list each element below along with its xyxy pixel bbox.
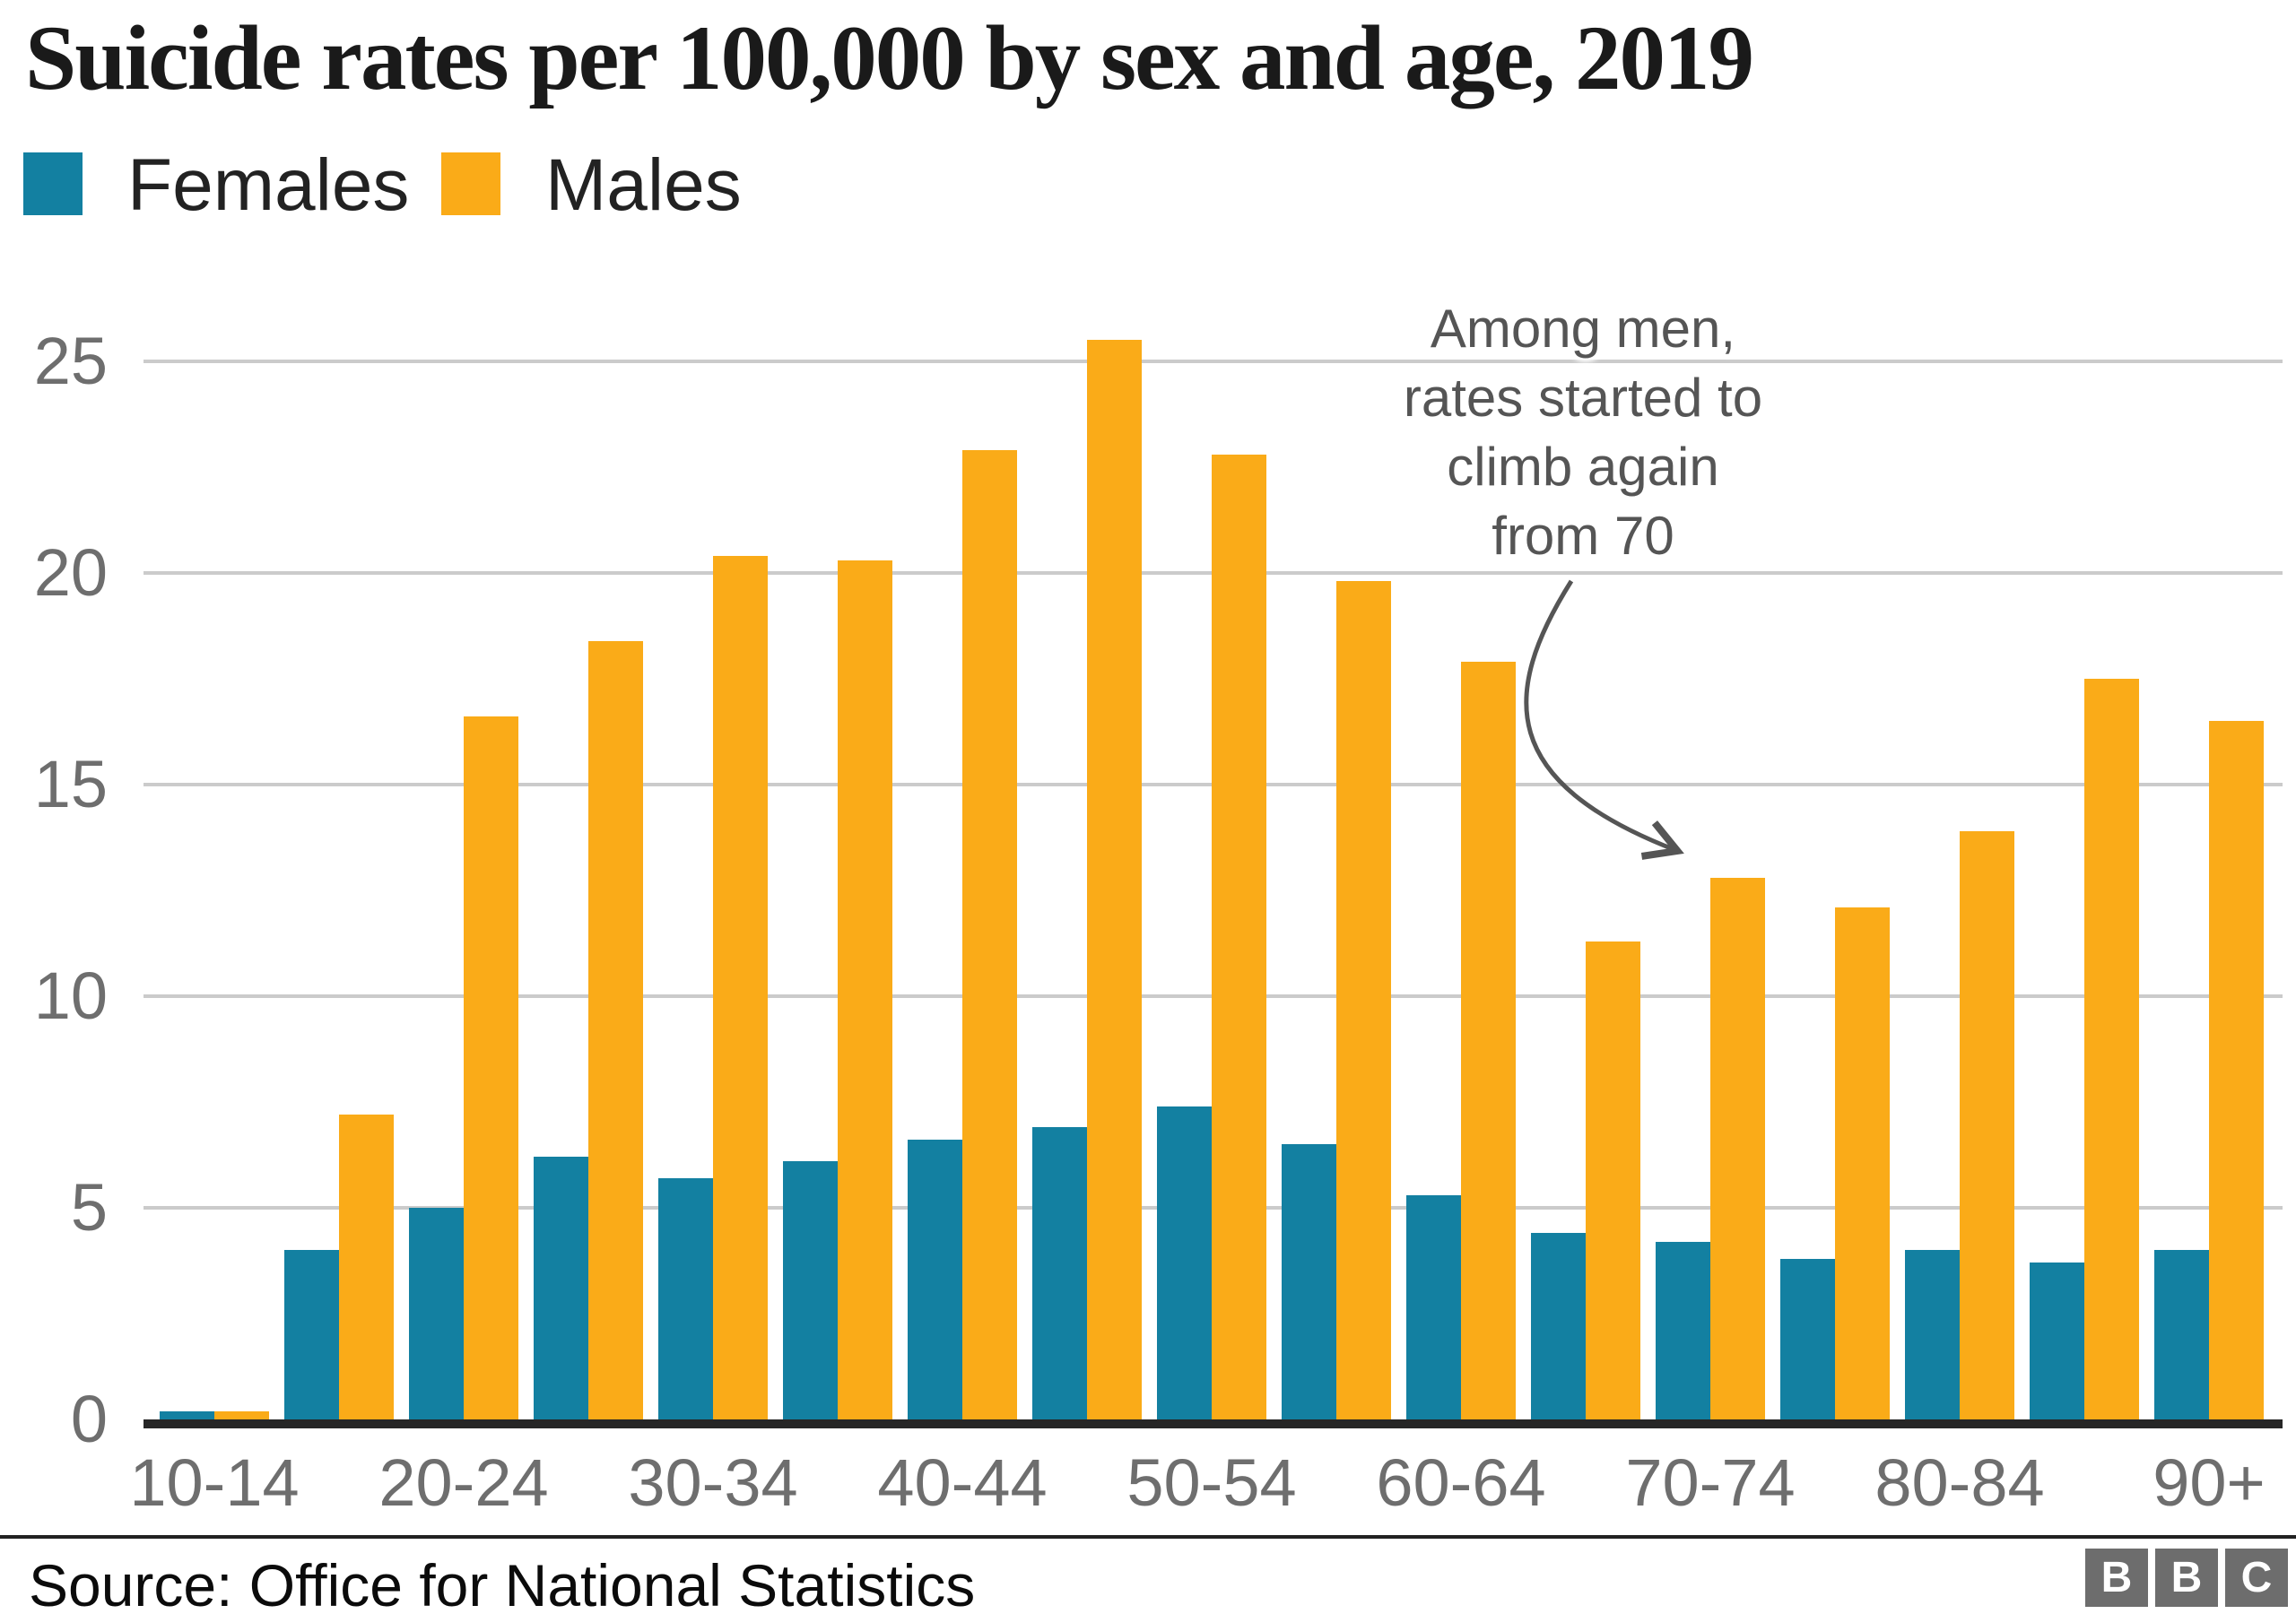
- bar-males-10-14: [214, 1411, 269, 1419]
- legend-label-males: Males: [545, 144, 742, 226]
- x-axis-line: [144, 1419, 2283, 1428]
- bar-males-85-89: [2084, 679, 2139, 1419]
- bar-females-50-54: [1157, 1106, 1212, 1419]
- bar-females-30-34: [658, 1178, 713, 1419]
- bar-males-90+: [2209, 721, 2264, 1419]
- annotation-text: Among men, rates started to climb again fro…: [1215, 294, 1951, 570]
- bar-males-30-34: [713, 556, 768, 1419]
- x-tick-label-30-34: 30-34: [628, 1445, 798, 1520]
- bar-males-15-19: [339, 1115, 394, 1419]
- bar-females-25-29: [534, 1157, 588, 1419]
- annotation-arrow-path: [1524, 579, 1684, 860]
- source-credit: Source: Office for National Statistics: [29, 1552, 976, 1614]
- annotation-line-4: from 70: [1492, 506, 1674, 566]
- annotation-line-1: Among men,: [1430, 299, 1736, 359]
- bar-males-75-79: [1835, 907, 1890, 1419]
- bar-males-40-44: [962, 450, 1017, 1419]
- x-tick-label-90+: 90+: [2152, 1445, 2266, 1520]
- footer-divider: [0, 1535, 2296, 1539]
- bar-females-80-84: [1905, 1250, 1960, 1419]
- legend-swatch-females: [23, 152, 83, 215]
- y-tick-label-25: 25: [33, 324, 108, 398]
- x-tick-label-20-24: 20-24: [378, 1445, 549, 1520]
- annotation-line-3: climb again: [1447, 437, 1719, 497]
- bar-males-35-39: [838, 560, 892, 1419]
- bar-females-65-69: [1531, 1233, 1586, 1419]
- bar-females-60-64: [1406, 1195, 1461, 1419]
- bar-females-10-14: [160, 1411, 214, 1419]
- bar-females-55-59: [1282, 1144, 1336, 1419]
- y-tick-label-15: 15: [33, 747, 108, 821]
- bar-females-35-39: [783, 1161, 838, 1419]
- x-tick-label-60-64: 60-64: [1376, 1445, 1546, 1520]
- bar-males-55-59: [1336, 581, 1391, 1419]
- bar-females-20-24: [409, 1208, 464, 1419]
- bbc-logo-block-1: B: [2085, 1549, 2148, 1607]
- bar-females-90+: [2154, 1250, 2209, 1419]
- bar-males-25-29: [588, 641, 643, 1419]
- y-tick-label-10: 10: [33, 959, 108, 1033]
- bar-females-45-49: [1032, 1127, 1087, 1419]
- x-tick-label-80-84: 80-84: [1874, 1445, 2045, 1520]
- bar-males-70-74: [1710, 878, 1765, 1419]
- bar-females-75-79: [1780, 1259, 1835, 1419]
- bar-males-80-84: [1960, 831, 2014, 1419]
- legend-label-females: Females: [127, 144, 410, 226]
- gridline-25: [144, 360, 2283, 363]
- y-tick-label-20: 20: [33, 535, 108, 610]
- bar-males-65-69: [1586, 941, 1640, 1419]
- x-tick-label-50-54: 50-54: [1126, 1445, 1297, 1520]
- chart-title: Suicide rates per 100,000 by sex and age…: [25, 7, 1754, 109]
- bbc-logo-block-2: B: [2155, 1549, 2218, 1607]
- bar-females-40-44: [908, 1140, 962, 1419]
- bar-females-15-19: [284, 1250, 339, 1419]
- bar-females-70-74: [1656, 1242, 1710, 1419]
- bar-males-60-64: [1461, 662, 1516, 1419]
- x-tick-label-10-14: 10-14: [129, 1445, 300, 1520]
- bbc-logo-block-3: C: [2225, 1549, 2288, 1607]
- bar-males-45-49: [1087, 340, 1142, 1419]
- x-tick-label-40-44: 40-44: [877, 1445, 1048, 1520]
- x-tick-label-70-74: 70-74: [1625, 1445, 1796, 1520]
- bar-females-85-89: [2030, 1263, 2084, 1419]
- bar-males-50-54: [1212, 455, 1266, 1419]
- legend-swatch-males: [441, 152, 500, 215]
- bar-males-20-24: [464, 716, 518, 1419]
- y-tick-label-5: 5: [70, 1170, 108, 1245]
- annotation-line-2: rates started to: [1403, 368, 1763, 428]
- y-tick-label-0: 0: [70, 1382, 108, 1456]
